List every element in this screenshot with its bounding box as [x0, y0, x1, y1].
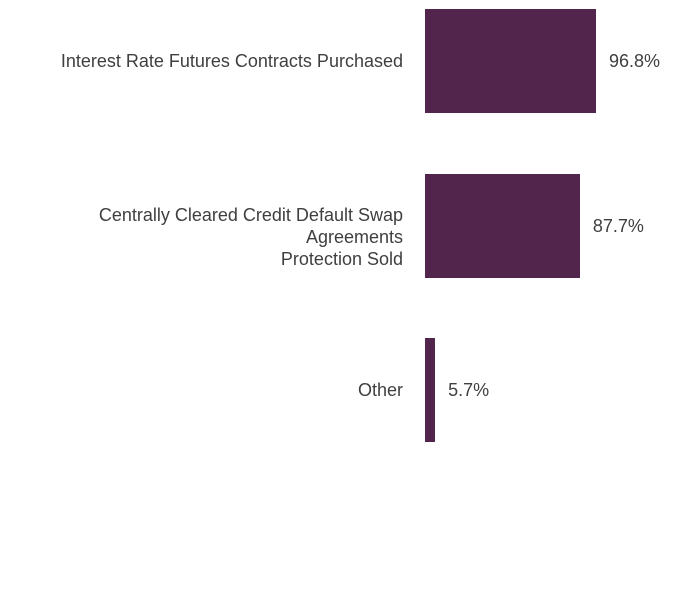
value-label: 5.7% — [448, 380, 490, 400]
category-label: Interest Rate Futures Contracts Purchase… — [60, 51, 403, 71]
category-label: Centrally Cleared Credit Default Swap Ag… — [98, 205, 403, 269]
category-label: Other — [357, 380, 403, 400]
bar — [425, 9, 596, 113]
bar — [425, 338, 436, 442]
value-label: 87.7% — [592, 216, 644, 236]
bar — [425, 174, 580, 278]
value-label: 96.8% — [608, 51, 660, 71]
